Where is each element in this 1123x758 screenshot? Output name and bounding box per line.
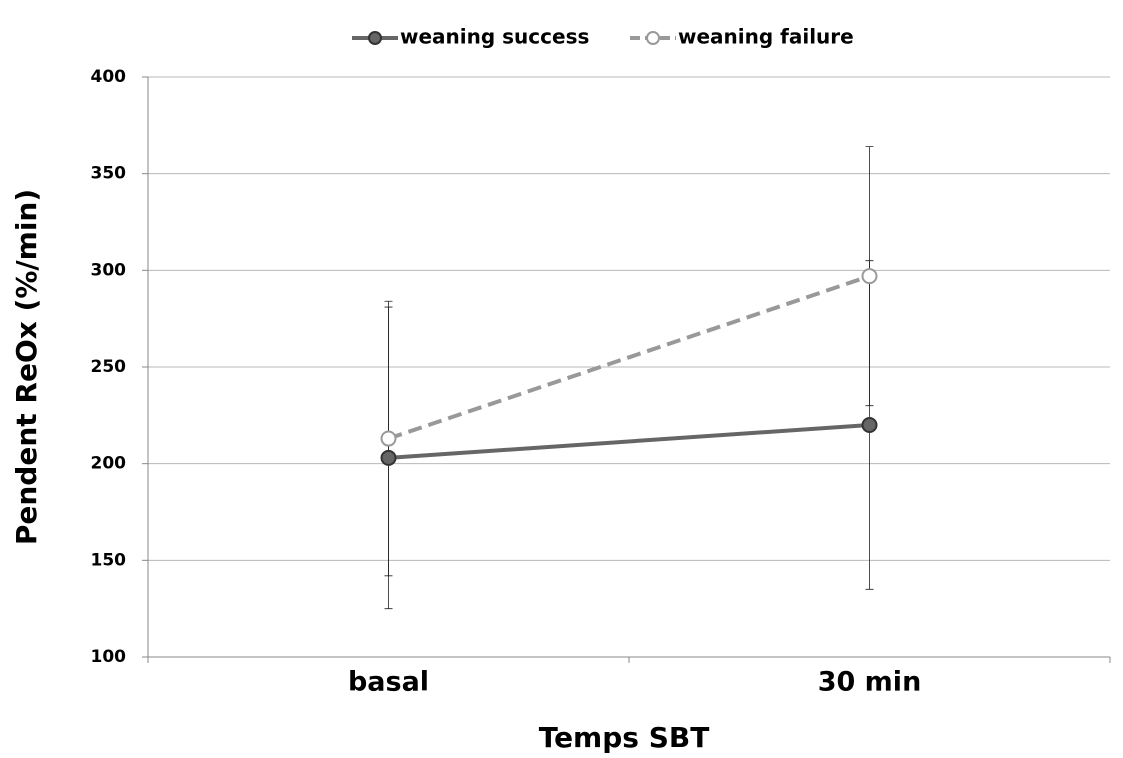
x-tick-label: basal <box>348 667 429 698</box>
marker <box>380 430 397 447</box>
y-tick-label: 100 <box>91 647 127 667</box>
legend-label: weaning success <box>400 25 589 49</box>
legend-label: weaning failure <box>678 25 854 49</box>
y-tick-label: 350 <box>91 164 127 184</box>
series-line <box>388 423 870 460</box>
marker <box>861 417 878 433</box>
y-tick-label: 150 <box>91 550 127 570</box>
y-tick-label: 250 <box>91 357 127 377</box>
marker <box>861 268 878 285</box>
x-tick-label: 30 min <box>818 667 922 698</box>
y-axis-title: Pendent ReOx (%/min) <box>10 189 43 545</box>
series-line <box>387 274 871 441</box>
y-tick-label: 300 <box>91 260 127 280</box>
legend-marker <box>646 31 660 45</box>
marker <box>380 449 397 466</box>
legend-marker <box>368 31 382 45</box>
y-tick-label: 400 <box>91 67 127 87</box>
y-tick-label: 200 <box>91 454 127 474</box>
x-axis-title: Temps SBT <box>539 721 710 754</box>
